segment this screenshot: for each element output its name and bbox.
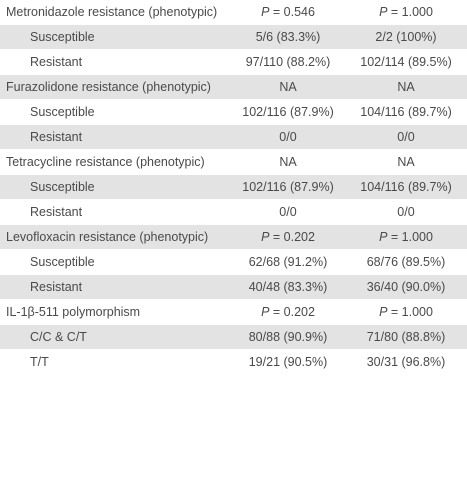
table-subrow: Resistant 40/48 (83.3%) 36/40 (90.0%) [0,275,467,300]
group-b-value: 71/80 (88.8%) [366,330,446,344]
group-a-value: 62/68 (91.2%) [248,255,328,269]
subgroup-label: Susceptible [30,255,95,269]
variable-label: Tetracycline resistance (phenotypic) [6,155,205,169]
table-subrow: Resistant 0/0 0/0 [0,200,467,225]
table-group-row: Levofloxacin resistance (phenotypic) P = … [0,225,467,250]
table-group-row: Furazolidone resistance (phenotypic) NA NA [0,75,467,100]
variable-label: IL-1β-511 polymorphism [6,305,141,319]
group-a-value: P = 0.202 [261,230,315,244]
group-a-value: P = 0.202 [261,305,315,319]
table-group-row: Tetracycline resistance (phenotypic) NA NA [0,150,467,175]
subgroup-label: C/C & C/T [30,330,87,344]
subgroup-label: Resistant [30,205,83,219]
group-b-value: 0/0 [397,205,415,219]
group-b-value: P = 1.000 [379,5,433,19]
group-b-value: 30/31 (96.8%) [366,355,446,369]
table-subrow: Susceptible 102/116 (87.9%) 104/116 (89.7%… [0,175,467,200]
group-b-value: 104/116 (89.7%) [360,180,452,194]
variable-label: Levofloxacin resistance (phenotypic) [6,230,209,244]
group-b-value: NA [397,80,415,94]
subgroup-label: Resistant [30,55,83,69]
group-a-value: 0/0 [279,130,297,144]
subgroup-label: Susceptible [30,30,95,44]
group-b-value: P = 1.000 [379,230,433,244]
table-group-row: Metronidazole resistance (phenotypic) P =… [0,0,467,25]
group-a-value: 0/0 [279,205,297,219]
subgroup-label: Susceptible [30,105,95,119]
variable-label: Metronidazole resistance (phenotypic) [6,5,218,19]
group-a-value: 80/88 (90.9%) [248,330,328,344]
group-a-value: P = 0.546 [261,5,315,19]
group-a-value: 40/48 (83.3%) [248,280,328,294]
variable-label: Furazolidone resistance (phenotypic) [6,80,211,94]
group-b-value: 36/40 (90.0%) [366,280,446,294]
table-subrow: Resistant 97/110 (88.2%) 102/114 (89.5%) [0,50,467,75]
table-subrow: Susceptible 62/68 (91.2%) 68/76 (89.5%) [0,250,467,275]
table-subrow: Susceptible 5/6 (83.3%) 2/2 (100%) [0,25,467,50]
table-subrow: Resistant 0/0 0/0 [0,125,467,150]
group-b-value: 102/114 (89.5%) [360,55,452,69]
group-a-value: 97/110 (88.2%) [245,55,331,69]
subgroup-label: T/T [30,355,49,369]
subgroup-label: Resistant [30,130,83,144]
group-a-value: 102/116 (87.9%) [242,105,334,119]
group-a-value: NA [279,80,297,94]
group-b-value: 2/2 (100%) [375,30,437,44]
table-subrow: Susceptible 102/116 (87.9%) 104/116 (89.7%… [0,100,467,125]
group-b-value: NA [397,155,415,169]
table-group-row: IL-1β-511 polymorphism P = 0.202 P = 1.000 [0,300,467,325]
group-b-value: P = 1.000 [379,305,433,319]
results-table: Metronidazole resistance (phenotypic) P =… [0,0,467,375]
group-b-value: 0/0 [397,130,415,144]
group-b-value: 104/116 (89.7%) [360,105,452,119]
group-a-value: 5/6 (83.3%) [255,30,321,44]
table-subrow: C/C & C/T 80/88 (90.9%) 71/80 (88.8%) [0,325,467,350]
group-a-value: 19/21 (90.5%) [248,355,328,369]
group-a-value: 102/116 (87.9%) [242,180,334,194]
table-subrow: T/T 19/21 (90.5%) 30/31 (96.8%) [0,350,467,375]
group-b-value: 68/76 (89.5%) [366,255,446,269]
subgroup-label: Susceptible [30,180,95,194]
group-a-value: NA [279,155,297,169]
subgroup-label: Resistant [30,280,83,294]
